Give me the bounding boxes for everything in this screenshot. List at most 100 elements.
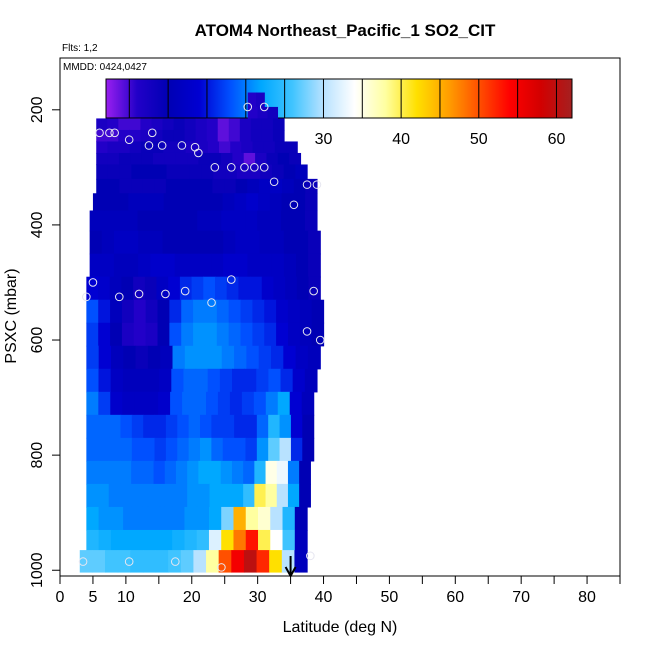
- heatmap-cell: [287, 299, 301, 324]
- heatmap-cell: [198, 230, 212, 255]
- heatmap-cell: [131, 483, 143, 508]
- heatmap-cell: [287, 460, 300, 485]
- heatmap-cell: [98, 529, 112, 551]
- heatmap-cell: [146, 391, 159, 416]
- heatmap-cell: [258, 178, 272, 194]
- heatmap-cell: [193, 322, 206, 347]
- flight-point: [170, 557, 180, 566]
- heatmap-cell: [293, 178, 306, 194]
- heatmap-cell: [239, 118, 252, 131]
- heatmap-cell: [200, 437, 212, 462]
- heatmap-cell: [134, 368, 148, 393]
- heatmap-cell: [175, 193, 188, 212]
- heatmap-cell: [138, 230, 151, 255]
- heatmap-cell: [230, 141, 242, 154]
- x-tick-label: 80: [578, 589, 596, 606]
- colorbar-gradient: [105, 78, 573, 119]
- heatmap-cell: [282, 506, 296, 531]
- heatmap-cell: [101, 253, 115, 278]
- heatmap-cell: [235, 178, 248, 194]
- flight-point: [144, 141, 154, 150]
- heatmap-cell: [295, 164, 308, 180]
- heatmap-cell: [267, 106, 279, 120]
- flight-point: [312, 180, 322, 189]
- heatmap-cell: [135, 345, 149, 370]
- heatmap-cell: [223, 253, 236, 278]
- heatmap-cell: [188, 414, 201, 439]
- heatmap-cell: [110, 368, 124, 393]
- heatmap-cell: [305, 178, 318, 194]
- heatmap-cell: [159, 529, 173, 551]
- heatmap-cell: [131, 164, 144, 180]
- heatmap-cell: [231, 368, 245, 393]
- heatmap-cell: [268, 368, 282, 393]
- heatmap-cell: [113, 253, 127, 278]
- heatmap-cell: [252, 299, 265, 324]
- heatmap-cell: [129, 129, 142, 143]
- heatmap-cell: [96, 178, 109, 194]
- heatmap-cell: [135, 506, 149, 531]
- heatmap-cell: [243, 483, 255, 508]
- heatmap-cell: [86, 276, 99, 301]
- heatmap-cell: [206, 129, 219, 143]
- heatmap-cell: [281, 210, 294, 232]
- heatmap-cell: [107, 164, 121, 180]
- heatmap-cell: [238, 276, 251, 301]
- flight-point: [110, 128, 119, 138]
- heatmap-cell: [162, 118, 175, 131]
- heatmap-cell: [256, 92, 265, 108]
- heatmap-cell: [243, 550, 258, 573]
- heatmap-cell: [86, 299, 99, 324]
- heatmap-cell: [165, 178, 179, 194]
- heatmap-cell: [285, 276, 298, 301]
- heatmap-cell: [271, 230, 285, 255]
- heatmap-cell: [205, 391, 219, 416]
- heatmap-cell: [222, 437, 235, 462]
- heatmap-cell: [217, 129, 230, 143]
- heatmap-cell: [252, 141, 265, 154]
- heatmap-cell: [108, 483, 121, 508]
- flight-track-points: [78, 102, 325, 572]
- flight-point: [289, 200, 299, 210]
- heatmap-cell: [245, 210, 258, 232]
- heatmap-cell: [245, 529, 259, 551]
- heatmap-cell: [151, 118, 164, 131]
- flight-point: [309, 286, 318, 296]
- heatmap-cell: [174, 253, 188, 278]
- heatmap-cell: [160, 345, 174, 370]
- heatmap-cell: [253, 391, 267, 416]
- heatmap-cell: [142, 178, 155, 194]
- heatmap-cell: [241, 141, 254, 154]
- heatmap-cell: [244, 368, 257, 393]
- heatmap-cell: [234, 414, 247, 439]
- heatmap-cell: [171, 368, 185, 393]
- heatmap-cell: [149, 210, 163, 232]
- heatmap-cell: [184, 129, 197, 143]
- heatmap-cell: [302, 414, 315, 439]
- heatmap-cell: [247, 178, 260, 194]
- heatmap-cell: [257, 193, 271, 212]
- heatmap-cell: [182, 391, 195, 416]
- heatmap-cell: [113, 210, 127, 232]
- heatmap-cell: [125, 210, 139, 232]
- heatmap-cell: [287, 483, 300, 508]
- heatmap-cell: [197, 210, 210, 232]
- heatmap-cell: [119, 178, 132, 194]
- heatmap-cell: [254, 483, 267, 508]
- heatmap-cell: [261, 118, 274, 131]
- heatmap-cell: [209, 483, 222, 508]
- heatmap-cell: [273, 276, 286, 301]
- heatmap-cell: [228, 322, 242, 347]
- heatmap-cell: [279, 437, 292, 462]
- heatmap-cell: [98, 506, 112, 531]
- heatmap-cell: [255, 152, 268, 166]
- heatmap-cell: [280, 368, 294, 393]
- heatmap-cell: [133, 322, 147, 347]
- heatmap-cell: [282, 529, 296, 551]
- heatmap-cell: [221, 529, 235, 551]
- heatmap-cell: [109, 276, 123, 301]
- heatmap-cell: [177, 437, 190, 462]
- heatmap-cell: [189, 178, 202, 194]
- heatmap-cell: [270, 506, 284, 531]
